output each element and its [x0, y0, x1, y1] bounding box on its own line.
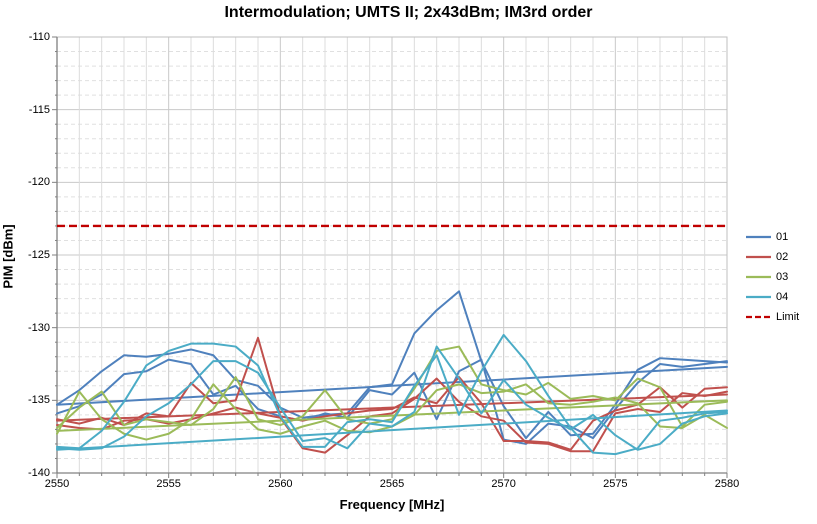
- series-04-trace-1: [56, 333, 728, 456]
- y-tick-label: -130: [27, 321, 50, 334]
- x-tick-label: 2575: [603, 478, 628, 490]
- y-tick-label: -120: [27, 176, 50, 189]
- legend-label: 01: [776, 231, 789, 243]
- legend-line-sample: [746, 315, 771, 319]
- axis-ticks: [52, 36, 728, 478]
- x-axis-title: Frequency [MHz]: [339, 497, 445, 512]
- x-tick-label: 2555: [156, 478, 181, 490]
- y-tick-label: -125: [27, 249, 50, 261]
- legend-label: 03: [776, 271, 789, 283]
- series-01-trendline: [56, 365, 728, 406]
- legend-item-limit: Limit: [746, 307, 799, 327]
- x-tick-label: 2580: [714, 478, 740, 490]
- legend-line-sample: [746, 255, 771, 259]
- series-04-trace-2: [56, 345, 728, 451]
- legend-line-sample: [746, 275, 771, 279]
- legend-label: 04: [776, 291, 789, 303]
- series-03-trace-1: [56, 345, 728, 429]
- series-03-trendline: [56, 399, 728, 432]
- legend: 01 02 03 04 Limit: [746, 227, 799, 327]
- y-tick-label: -135: [27, 394, 50, 407]
- y-axis-title: PIM [dBm]: [0, 224, 16, 289]
- legend-line-sample: [746, 235, 771, 239]
- legend-item-01: 01: [746, 227, 799, 247]
- y-tick-label: -140: [27, 467, 50, 479]
- x-tick-label: 2565: [379, 478, 405, 490]
- y-tick-label: -110: [28, 31, 50, 43]
- series-04-trendline: [56, 409, 728, 451]
- legend-label: Limit: [776, 311, 800, 323]
- x-tick-label: 2570: [491, 478, 516, 490]
- x-tick-label: 2560: [268, 478, 293, 490]
- legend-item-02: 02: [746, 247, 799, 267]
- legend-label: 02: [776, 251, 789, 263]
- series-04-lines: [56, 333, 728, 456]
- y-tick-label: -115: [28, 103, 50, 116]
- legend-item-04: 04: [746, 287, 799, 307]
- chart-title: Intermodulation; UMTS II; 2x43dBm; IM3rd…: [224, 4, 593, 21]
- series-02-lines: [56, 336, 728, 454]
- x-tick-label: 2550: [44, 478, 70, 490]
- legend-item-03: 03: [746, 267, 799, 287]
- series-02-trendline: [56, 393, 728, 422]
- legend-line-sample: [746, 295, 771, 299]
- series-02-trace-2: [56, 377, 728, 454]
- series-01-trace-2: [56, 358, 728, 445]
